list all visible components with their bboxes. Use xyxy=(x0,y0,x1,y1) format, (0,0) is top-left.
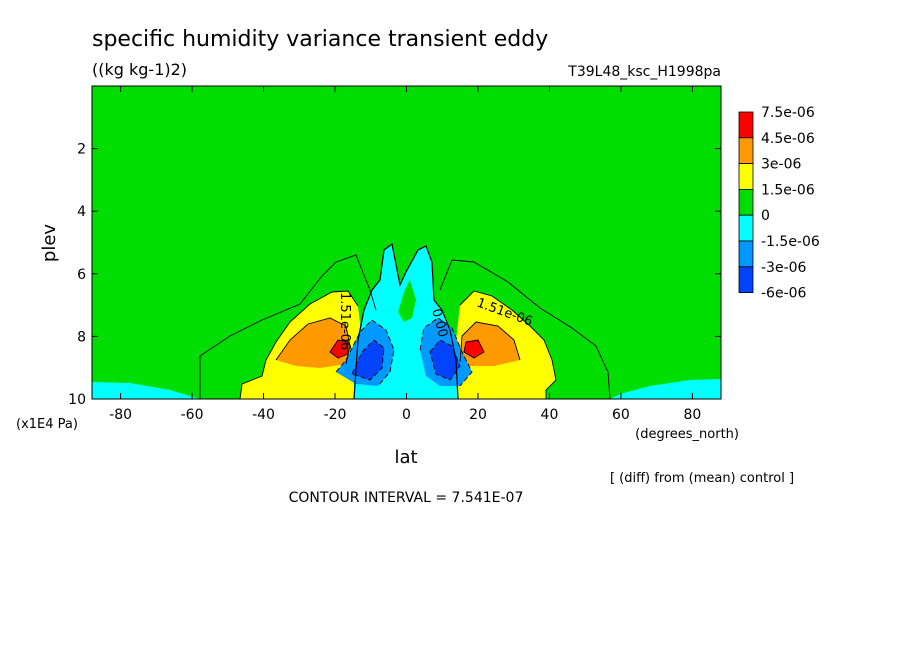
contour-label-zero: 0.00 xyxy=(428,307,450,339)
red-region-north xyxy=(464,340,484,358)
x-tick-label: -20 xyxy=(324,407,347,423)
x-axis-unit: (degrees_north) xyxy=(635,427,739,442)
contour-line xyxy=(351,339,385,381)
contour-lines xyxy=(199,254,611,399)
y-tick-label: 8 xyxy=(77,329,86,345)
contour-line xyxy=(335,319,395,387)
contour-line xyxy=(429,339,461,381)
contour-line xyxy=(419,317,473,387)
units-label: ((kg kg-1)2) xyxy=(92,60,187,79)
x-tick-label: -40 xyxy=(252,407,275,423)
zero-contour-line xyxy=(353,242,459,399)
y-axis-unit: (x1E4 Pa) xyxy=(16,417,78,432)
chart-title: specific humidity variance transient edd… xyxy=(92,27,548,52)
legend-swatch xyxy=(738,240,754,268)
contour-line xyxy=(275,317,351,365)
x-axis-title: lat xyxy=(394,447,417,468)
diff-note-label: [ (diff) from (mean) control ] xyxy=(610,471,794,486)
legend-label: -6e-06 xyxy=(761,286,807,302)
contour-line xyxy=(199,254,377,399)
legend-swatch xyxy=(738,163,754,190)
orange-region-south xyxy=(276,318,350,368)
y-tick-label: 4 xyxy=(77,204,86,220)
x-tick-label: 40 xyxy=(541,407,559,423)
legend-label: 3e-06 xyxy=(761,157,801,173)
legend-label: -1.5e-06 xyxy=(761,234,820,250)
legend-label: 0 xyxy=(761,208,770,224)
contour-label-south: 1.51e-06 xyxy=(337,292,352,350)
x-tick-label: 20 xyxy=(469,407,487,423)
legend-label: -3e-06 xyxy=(761,260,807,276)
y-axis: 2 4 6 8 10 xyxy=(68,142,721,408)
y-tick-label: 10 xyxy=(68,392,86,408)
contour-interval-label: CONTOUR INTERVAL = 7.541E-07 xyxy=(289,490,524,506)
legend-swatch xyxy=(738,111,754,139)
cyan-region-south-pole xyxy=(92,382,200,399)
legend-swatch xyxy=(738,137,754,165)
legend-swatch xyxy=(738,214,754,242)
run-id-label: T39L48_ksc_H1998pa xyxy=(567,64,721,80)
contour-line xyxy=(239,290,359,399)
y-tick-label: 6 xyxy=(77,267,86,283)
blue-region-north xyxy=(430,340,460,380)
contour-line xyxy=(439,259,611,399)
legend-swatch xyxy=(738,266,754,293)
contour-line xyxy=(329,339,349,359)
x-tick-label: -60 xyxy=(181,407,204,423)
green-island-equator xyxy=(398,280,416,322)
legend-swatch xyxy=(738,188,754,216)
red-region-south xyxy=(330,340,348,358)
x-tick-label: -80 xyxy=(109,407,132,423)
legend-label: 7.5e-06 xyxy=(761,105,815,121)
colorbar-legend: 7.5e-06 4.5e-06 3e-06 1.5e-06 0 -1.5e-06 -3e-0… xyxy=(738,105,820,302)
contour-line xyxy=(459,321,521,363)
y-axis-title: plev xyxy=(39,224,60,263)
y-tick-label: 2 xyxy=(77,142,86,158)
x-axis: -80 -60 -40 -20 0 20 40 60 80 xyxy=(109,86,701,423)
contour-line xyxy=(459,290,557,399)
x-tick-label: 80 xyxy=(683,407,701,423)
negative-contour-lines xyxy=(335,317,473,387)
cyan-region-north-pole xyxy=(610,379,721,399)
legend-label: 1.5e-06 xyxy=(761,182,815,198)
plot-area: 1.51e-06 1.51e-06 0.00 xyxy=(92,86,721,399)
x-tick-label: 0 xyxy=(402,407,411,423)
blue-region-south xyxy=(352,340,384,380)
legend-label: 4.5e-06 xyxy=(761,131,815,147)
contour-line xyxy=(463,339,485,359)
x-tick-label: 60 xyxy=(612,407,630,423)
